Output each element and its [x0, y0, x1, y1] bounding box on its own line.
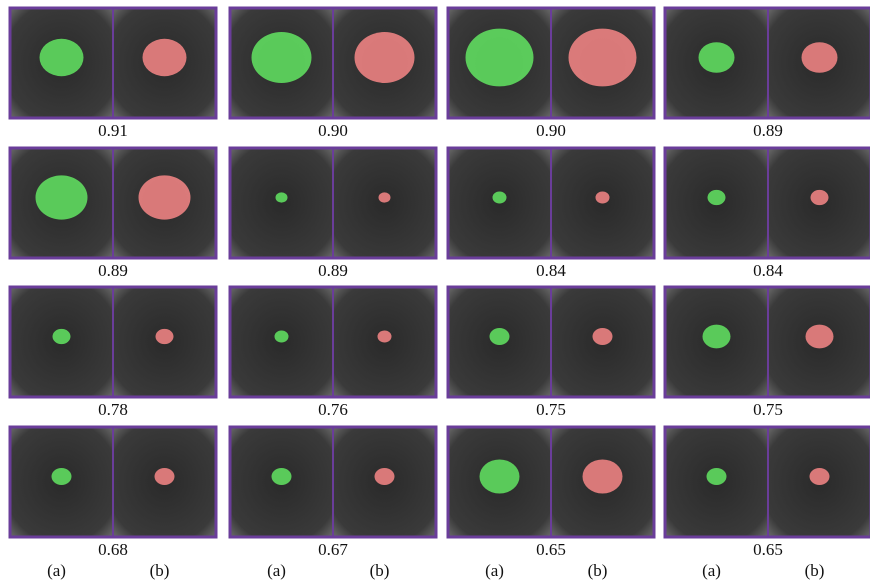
score-label: 0.90 [536, 121, 566, 140]
ct-image [230, 148, 333, 258]
score-label: 0.91 [98, 121, 128, 140]
segmentation-green [707, 189, 726, 206]
score-label: 0.65 [753, 540, 783, 559]
segmentation-green [698, 42, 735, 73]
panel-label: (b) [370, 561, 390, 580]
segmentation-green [465, 28, 534, 87]
score-label: 0.89 [98, 261, 128, 280]
segmentation-red [801, 42, 838, 73]
score-label: 0.75 [753, 400, 783, 419]
ct-image [333, 148, 436, 258]
score-label: 0.84 [753, 261, 783, 280]
segmentation-red [354, 32, 415, 83]
panel-label: (a) [47, 561, 66, 580]
segmentation-green [706, 468, 727, 485]
panel-label: (b) [150, 561, 170, 580]
score-label: 0.67 [318, 540, 348, 559]
segmentation-red [595, 191, 610, 204]
segmentation-green [489, 328, 510, 345]
panel-label: (a) [702, 561, 721, 580]
panel-label: (b) [805, 561, 825, 580]
segmentation-green [274, 330, 289, 343]
score-label: 0.65 [536, 540, 566, 559]
segmentation-green [275, 192, 288, 203]
segmentation-red [378, 192, 391, 203]
segmentation-green [479, 459, 520, 494]
segmentation-green [271, 468, 292, 485]
segmentation-red [592, 328, 613, 345]
score-label: 0.68 [98, 540, 128, 559]
score-label: 0.89 [318, 261, 348, 280]
panel-label: (b) [588, 561, 608, 580]
score-label: 0.76 [318, 400, 348, 419]
segmentation-red [568, 28, 637, 87]
segmentation-red [374, 468, 395, 485]
score-label: 0.90 [318, 121, 348, 140]
segmentation-green [251, 32, 312, 83]
segmentation-green [702, 324, 731, 349]
segmentation-red [154, 468, 175, 485]
segmentation-green [52, 328, 71, 345]
segmentation-green [492, 191, 507, 204]
segmentation-red [377, 330, 392, 343]
score-label: 0.84 [536, 261, 566, 280]
panel-label: (a) [267, 561, 286, 580]
segmentation-red [810, 189, 829, 206]
segmentation-red [582, 459, 623, 494]
segmentation-red [155, 328, 174, 345]
segmentation-red [809, 468, 830, 485]
segmentation-green [39, 38, 84, 77]
segmentation-red [142, 38, 187, 77]
segmentation-red [805, 324, 834, 349]
segmentation-green [35, 175, 88, 220]
segmentation-red [138, 175, 191, 220]
segmentation-green [51, 468, 72, 485]
score-label: 0.89 [753, 121, 783, 140]
score-label: 0.75 [536, 400, 566, 419]
score-label: 0.78 [98, 400, 128, 419]
panel-label: (a) [485, 561, 504, 580]
